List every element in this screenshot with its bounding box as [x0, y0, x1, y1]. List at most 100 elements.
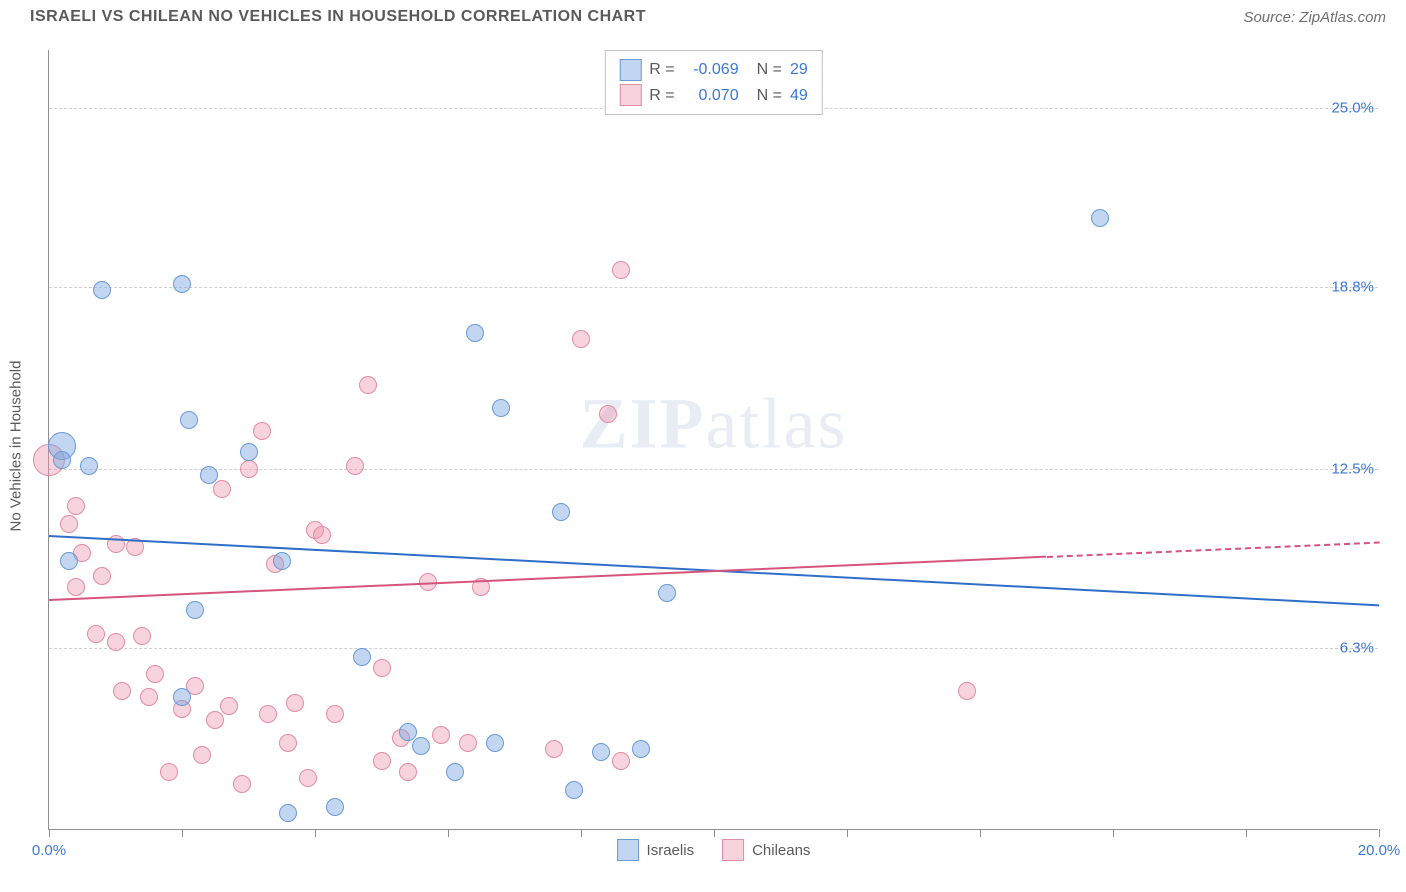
x-tick: [182, 829, 183, 837]
legend-swatch: [619, 84, 641, 106]
data-point: [492, 399, 510, 417]
data-point: [279, 804, 297, 822]
watermark: ZIPatlas: [580, 382, 848, 465]
series-legend: Israelis Chileans: [617, 839, 811, 861]
data-point: [446, 763, 464, 781]
x-tick: [581, 829, 582, 837]
correlation-legend: R =-0.069N =29R =0.070N =49: [604, 50, 822, 115]
data-point: [200, 466, 218, 484]
chart-plot-area: ZIPatlas 6.3%12.5%18.8%25.0%0.0%20.0%R =…: [48, 50, 1378, 830]
data-point: [240, 460, 258, 478]
data-point: [632, 740, 650, 758]
data-point: [486, 734, 504, 752]
data-point: [67, 497, 85, 515]
data-point: [399, 763, 417, 781]
n-value: 49: [790, 83, 808, 109]
data-point: [160, 763, 178, 781]
data-point: [93, 567, 111, 585]
r-value: -0.069: [683, 57, 739, 83]
x-tick: [315, 829, 316, 837]
data-point: [599, 405, 617, 423]
data-point: [279, 734, 297, 752]
data-point: [373, 659, 391, 677]
data-point: [359, 376, 377, 394]
series-legend-item: Israelis: [617, 839, 695, 861]
data-point: [373, 752, 391, 770]
data-point: [186, 601, 204, 619]
data-point: [146, 665, 164, 683]
data-point: [53, 451, 71, 469]
x-tick: [1113, 829, 1114, 837]
data-point: [466, 324, 484, 342]
x-tick: [714, 829, 715, 837]
data-point: [565, 781, 583, 799]
data-point: [1091, 209, 1109, 227]
data-point: [240, 443, 258, 461]
legend-swatch: [619, 59, 641, 81]
x-tick: [448, 829, 449, 837]
legend-swatch: [722, 839, 744, 861]
y-tick-label: 18.8%: [1331, 278, 1380, 295]
gridline: [49, 287, 1378, 288]
data-point: [220, 697, 238, 715]
y-tick-label: 6.3%: [1340, 640, 1380, 657]
data-point: [60, 552, 78, 570]
data-point: [299, 769, 317, 787]
data-point: [592, 743, 610, 761]
data-point: [233, 775, 251, 793]
data-point: [87, 625, 105, 643]
data-point: [286, 694, 304, 712]
data-point: [180, 411, 198, 429]
x-tick: [847, 829, 848, 837]
legend-swatch: [617, 839, 639, 861]
data-point: [133, 627, 151, 645]
data-point: [399, 723, 417, 741]
data-point: [253, 422, 271, 440]
data-point: [412, 737, 430, 755]
data-point: [612, 261, 630, 279]
data-point: [572, 330, 590, 348]
correlation-legend-row: R =0.070N =49: [619, 83, 807, 109]
data-point: [67, 578, 85, 596]
data-point: [545, 740, 563, 758]
y-tick-label: 25.0%: [1331, 99, 1380, 116]
data-point: [113, 682, 131, 700]
x-tick-label: 0.0%: [32, 842, 66, 859]
x-tick-label: 20.0%: [1358, 842, 1401, 859]
data-point: [432, 726, 450, 744]
n-value: 29: [790, 57, 808, 83]
x-tick: [49, 829, 50, 837]
data-point: [259, 705, 277, 723]
series-name: Chileans: [752, 842, 810, 859]
correlation-legend-row: R =-0.069N =29: [619, 57, 807, 83]
data-point: [958, 682, 976, 700]
data-point: [459, 734, 477, 752]
regression-line: [1046, 541, 1379, 557]
data-point: [173, 688, 191, 706]
x-tick: [1246, 829, 1247, 837]
data-point: [658, 584, 676, 602]
series-name: Israelis: [647, 842, 695, 859]
y-axis-label: No Vehicles in Household: [8, 361, 25, 532]
data-point: [326, 705, 344, 723]
chart-header: ISRAELI VS CHILEAN NO VEHICLES IN HOUSEH…: [0, 0, 1406, 34]
data-point: [552, 503, 570, 521]
y-tick-label: 12.5%: [1331, 460, 1380, 477]
data-point: [206, 711, 224, 729]
r-value: 0.070: [683, 83, 739, 109]
chart-title: ISRAELI VS CHILEAN NO VEHICLES IN HOUSEH…: [30, 8, 646, 26]
data-point: [80, 457, 98, 475]
data-point: [193, 746, 211, 764]
data-point: [140, 688, 158, 706]
chart-source: Source: ZipAtlas.com: [1243, 9, 1386, 26]
data-point: [346, 457, 364, 475]
data-point: [60, 515, 78, 533]
data-point: [313, 526, 331, 544]
x-tick: [1379, 829, 1380, 837]
series-legend-item: Chileans: [722, 839, 810, 861]
data-point: [353, 648, 371, 666]
data-point: [612, 752, 630, 770]
data-point: [107, 633, 125, 651]
data-point: [93, 281, 111, 299]
x-tick: [980, 829, 981, 837]
